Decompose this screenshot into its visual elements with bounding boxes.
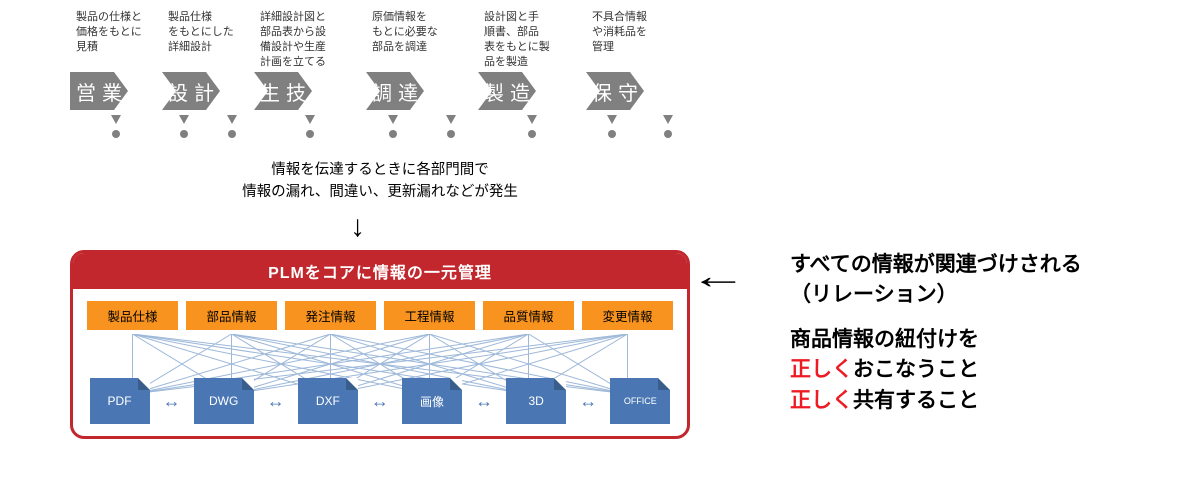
bi-arrow-icon: ↔ [371, 391, 389, 412]
stage-desc: 製品仕様 をもとにした 詳細設計 [162, 10, 234, 68]
drip-icon [366, 113, 478, 124]
caption-line2: 情報の漏れ、間違い、更新漏れなどが発生 [242, 184, 518, 200]
info-category-box: 部品情報 [186, 301, 277, 330]
stage-label: 生技 [260, 77, 312, 106]
stage-col: 不具合情報 や消耗品を 管理保守 [586, 10, 694, 124]
problem-caption: 情報を伝達するときに各部門間で 情報の漏れ、間違い、更新漏れなどが発生 [70, 160, 690, 204]
msg-line1: すべての情報が関連づけされる [790, 250, 1082, 280]
file-format-box: 画像 [402, 378, 462, 424]
bi-arrow-icon: ↔ [267, 391, 285, 412]
stage-desc: 製品の仕様と 価格をもとに 見積 [70, 10, 142, 68]
stage-col: 原価情報を もとに必要な 部品を調達調達 [366, 10, 478, 124]
bi-arrow-icon: ↔ [579, 391, 597, 412]
stage-box: 生技 [254, 72, 312, 110]
msg-line2: （リレーション） [790, 280, 1082, 310]
drip-icon [70, 113, 162, 124]
bi-arrow-icon: ↔ [475, 391, 493, 412]
stage-box: 製造 [478, 72, 536, 110]
file-format-box: 3D [506, 378, 566, 424]
info-category-row: 製品仕様部品情報発注情報工程情報品質情報変更情報 [73, 289, 687, 334]
left-arrow-icon: ← [689, 255, 747, 297]
file-format-box: DWG [194, 378, 254, 424]
drip-icon [586, 113, 694, 124]
stage-col: 詳細設計図と 部品表から設 備設計や生産 計画を立てる生技 [254, 10, 366, 124]
down-arrow-icon: ↓ [350, 210, 365, 244]
msg-line3: 商品情報の紐付けを [790, 325, 1082, 355]
stage-label: 設計 [168, 77, 220, 106]
stage-box: 設計 [162, 72, 220, 110]
relation-network: PDF ↔ DWG ↔ DXF ↔ 画像 ↔ 3D ↔ OFFICE [83, 334, 677, 424]
info-category-box: 変更情報 [582, 301, 673, 330]
stage-box: 保守 [586, 72, 644, 110]
stage-desc: 原価情報を もとに必要な 部品を調達 [366, 10, 438, 68]
drip-icon [162, 113, 254, 124]
msg-line5: 正しく共有すること [790, 386, 1082, 416]
stage-label: 製造 [484, 77, 536, 106]
file-format-row: PDF ↔ DWG ↔ DXF ↔ 画像 ↔ 3D ↔ OFFICE [83, 378, 677, 424]
stage-desc: 詳細設計図と 部品表から設 備設計や生産 計画を立てる [254, 10, 326, 68]
plm-header: PLMをコアに情報の一元管理 [73, 253, 687, 289]
info-category-box: 製品仕様 [87, 301, 178, 330]
stage-desc: 設計図と手 順書、部品 表をもとに製 品を製造 [478, 10, 550, 68]
drip-icon [478, 113, 586, 124]
key-message: すべての情報が関連づけされる （リレーション） 商品情報の紐付けを 正しくおこな… [790, 250, 1082, 416]
msg-line4: 正しくおこなうこと [790, 355, 1082, 385]
caption-line1: 情報を伝達するときに各部門間で [271, 162, 489, 178]
info-category-box: 工程情報 [384, 301, 475, 330]
file-format-box: OFFICE [610, 378, 670, 424]
stage-box: 調達 [366, 72, 424, 110]
stage-box: 営業 [70, 72, 128, 110]
stage-label: 調達 [372, 77, 424, 106]
info-category-box: 発注情報 [285, 301, 376, 330]
stage-col: 製品の仕様と 価格をもとに 見積営業 [70, 10, 162, 124]
file-format-box: DXF [298, 378, 358, 424]
file-format-box: PDF [90, 378, 150, 424]
drip-icon [254, 113, 366, 124]
stage-col: 製品仕様 をもとにした 詳細設計設計 [162, 10, 254, 124]
stage-col: 設計図と手 順書、部品 表をもとに製 品を製造製造 [478, 10, 586, 124]
info-category-box: 品質情報 [483, 301, 574, 330]
stage-desc: 不具合情報 や消耗品を 管理 [586, 10, 647, 68]
stage-label: 保守 [592, 77, 644, 106]
bi-arrow-icon: ↔ [163, 391, 181, 412]
process-stage-row: 製品の仕様と 価格をもとに 見積営業製品仕様 をもとにした 詳細設計設計詳細設計… [70, 10, 694, 124]
plm-container: PLMをコアに情報の一元管理 製品仕様部品情報発注情報工程情報品質情報変更情報 … [70, 250, 690, 439]
stage-label: 営業 [76, 77, 128, 106]
